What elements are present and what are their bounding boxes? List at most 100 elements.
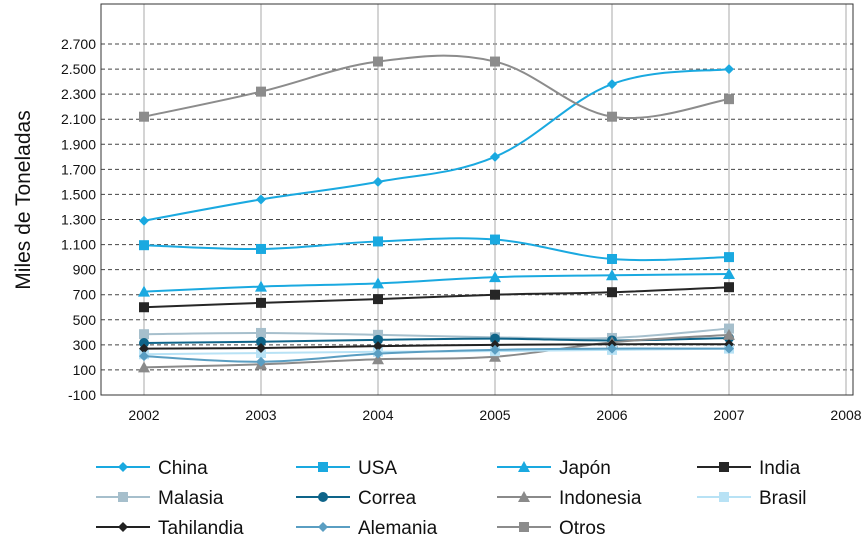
y-tick-label: 900 [73,262,97,278]
series-china [139,64,734,226]
legend-item: Japón [497,458,611,479]
data-point [724,282,734,293]
x-tick-label: 2004 [362,407,393,423]
data-point [256,194,266,205]
data-point [138,285,150,297]
data-point [256,243,266,254]
data-point [724,343,734,354]
y-tick-label: 1.700 [61,161,96,177]
data-point [256,336,266,347]
y-tick-label: 500 [73,312,97,328]
y-tick-label: 1.300 [61,212,96,228]
data-point [373,334,383,345]
data-point [607,287,617,298]
y-axis-tick-labels: 2.700 2.500 2.300 2.100 1.900 1.700 1.500 1.300… [61,36,96,403]
data-point [724,252,734,263]
legend-marker [519,522,529,532]
series-line [143,327,730,340]
data-point [489,350,501,362]
legend-label: USA [358,458,397,479]
data-point [139,215,149,226]
data-point [607,343,617,354]
legend-label: Brasil [759,488,807,509]
x-tick-label: 2006 [596,407,627,423]
legend-item: Otros [497,518,605,539]
y-tick-label: 300 [73,337,97,353]
y-tick-label: 700 [73,287,97,303]
data-point [489,271,501,283]
legend-item: Malasia [96,488,224,509]
y-tick-label: 1.100 [61,237,96,253]
y-axis-label: Miles de Toneladas [12,110,35,289]
legend-label: Indonesia [559,488,642,509]
data-point [373,176,383,187]
legend-label: Otros [559,518,605,539]
legend-marker [518,461,530,472]
data-point [139,329,149,340]
series-india [139,282,734,313]
data-point [139,302,149,313]
series-line [143,286,730,309]
data-point [490,333,500,344]
x-tick-label: 2005 [479,407,510,423]
plot-area-border [100,3,854,396]
legend-marker [318,522,328,532]
legend-label: Tahilandia [158,518,244,539]
data-point [607,79,617,90]
y-tick-label: 2.500 [61,61,96,77]
data-point [255,280,267,292]
legend-label: Japón [559,458,611,479]
legend-item: Brasil [697,488,807,509]
legend-marker [518,491,530,502]
series-line [143,333,730,369]
data-point [256,297,266,308]
legend-item: India [697,458,801,479]
data-point [490,344,500,355]
series-line [143,54,730,119]
data-point [490,234,500,245]
data-point [256,356,266,367]
data-point [373,341,383,352]
y-tick-label: 1.500 [61,186,96,202]
legend-item: Tahilandia [96,518,244,539]
data-point [139,240,149,251]
legend: China USA Japón India Malasia Correa Indonesia… [96,458,807,539]
legend-marker [719,492,729,502]
x-tick-label: 2003 [245,407,276,423]
x-axis-tick-labels: 2002 2003 2004 2005 2006 2007 2008 [128,407,861,423]
legend-item: China [96,458,208,479]
data-point [139,111,149,122]
data-point [373,294,383,305]
data-point [724,64,734,75]
y-tick-label: 2.300 [61,86,96,102]
series-line [143,237,730,262]
legend-marker [318,462,328,472]
data-point [607,111,617,122]
legend-item: Correa [296,488,417,509]
y-tick-label: 2.100 [61,111,96,127]
data-point [372,353,384,365]
data-point [490,339,500,350]
series-japón [138,268,735,297]
data-point [490,56,500,67]
x-tick-label: 2007 [713,407,744,423]
data-point [256,86,266,97]
data-point [606,269,618,281]
data-point [724,94,734,105]
legend-label: China [158,458,208,479]
legend-item: USA [296,458,397,479]
x-tick-label: 2002 [128,407,159,423]
y-tick-label: 100 [73,362,97,378]
data-point [256,327,266,338]
data-point [607,253,617,264]
series-usa [139,234,734,264]
data-point [139,351,149,362]
series-line [143,347,730,363]
data-point [723,268,735,280]
data-point [138,361,150,373]
data-point [139,343,149,354]
legend-label: Malasia [158,488,224,509]
y-tick-label: 2.700 [61,36,96,52]
legend-label: Alemania [358,518,438,539]
